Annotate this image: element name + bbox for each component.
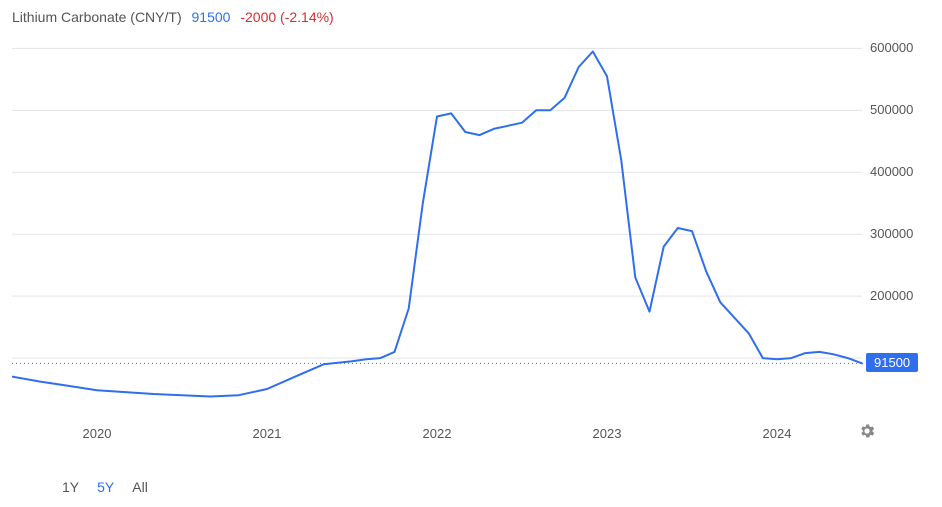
- price-change: -2000 (-2.14%): [240, 9, 333, 25]
- settings-button[interactable]: [858, 422, 876, 445]
- x-axis-label: 2022: [423, 426, 452, 441]
- price-tag: 91500: [866, 353, 918, 372]
- range-tab-1y[interactable]: 1Y: [62, 479, 79, 495]
- y-axis-label: 300000: [870, 226, 913, 241]
- price-series-line: [12, 52, 862, 397]
- y-axis-label: 500000: [870, 102, 913, 117]
- chart-header: Lithium Carbonate (CNY/T) 91500 -2000 (-…: [12, 8, 340, 26]
- x-axis-label: 2021: [253, 426, 282, 441]
- y-axis-label: 400000: [870, 164, 913, 179]
- x-axis-label: 2024: [763, 426, 792, 441]
- range-tab-5y[interactable]: 5Y: [97, 479, 114, 495]
- gear-icon: [858, 422, 876, 440]
- price-chart[interactable]: [12, 28, 930, 448]
- instrument-title: Lithium Carbonate (CNY/T): [12, 9, 182, 25]
- y-axis-label: 200000: [870, 288, 913, 303]
- range-tabs: 1Y 5Y All: [62, 479, 166, 495]
- current-price: 91500: [192, 9, 231, 25]
- x-axis-label: 2020: [83, 426, 112, 441]
- y-axis-label: 600000: [870, 40, 913, 55]
- x-axis-label: 2023: [593, 426, 622, 441]
- range-tab-all[interactable]: All: [132, 479, 148, 495]
